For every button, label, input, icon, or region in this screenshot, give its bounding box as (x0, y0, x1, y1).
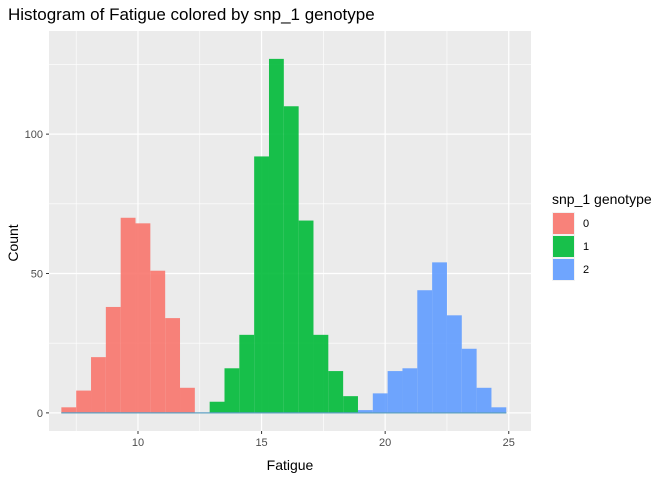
y-tick-label: 0 (37, 408, 43, 420)
y-axis: 0 50 100 (25, 129, 49, 420)
x-tick-label: 10 (132, 437, 144, 449)
histogram-bar-genotype-2 (417, 290, 433, 413)
legend-swatch-2 (553, 259, 574, 280)
histogram-bar-genotype-0 (76, 390, 92, 413)
histogram-bar-genotype-1 (283, 106, 299, 413)
histogram-bar-genotype-0 (150, 270, 166, 413)
histogram-bar-genotype-0 (135, 223, 151, 413)
y-axis-label: Count (5, 224, 21, 261)
histogram-bar-genotype-1 (254, 156, 269, 413)
histogram-bar-genotype-0 (180, 387, 195, 413)
legend-swatch-0 (553, 213, 574, 234)
histogram-bar-genotype-0 (91, 357, 106, 413)
histogram-bar-genotype-0 (105, 306, 121, 413)
histogram-bar-genotype-1 (343, 396, 358, 413)
chart-title: Histogram of Fatigue colored by snp_1 ge… (8, 5, 375, 24)
histogram-bar-genotype-1 (224, 368, 240, 413)
histogram-bar-genotype-2 (476, 387, 492, 413)
histogram-bar-genotype-2 (372, 393, 388, 413)
x-tick-label: 25 (503, 437, 515, 449)
histogram-bar-genotype-0 (165, 318, 181, 413)
x-tick-label: 15 (255, 437, 267, 449)
legend-swatch-1 (553, 236, 574, 257)
legend-label-2: 2 (583, 264, 589, 276)
legend-label-1: 1 (583, 241, 589, 253)
x-axis-label: Fatigue (267, 457, 314, 473)
histogram-bar-genotype-2 (357, 410, 373, 413)
legend: 0 1 2 (552, 212, 589, 281)
histogram-bar-genotype-1 (268, 58, 284, 413)
histogram-bar-genotype-2 (446, 315, 462, 413)
legend-title: snp_1 genotype (552, 191, 652, 207)
x-tick-label: 20 (379, 437, 391, 449)
histogram-bar-genotype-2 (387, 371, 403, 413)
bars (61, 58, 507, 414)
histogram-bar-genotype-2 (402, 368, 418, 413)
histogram-bar-genotype-2 (432, 262, 447, 413)
x-axis: 10 15 20 25 (132, 431, 515, 449)
histogram-bar-genotype-1 (209, 401, 225, 413)
histogram-bar-genotype-1 (298, 220, 314, 413)
histogram-bar-genotype-2 (461, 348, 477, 413)
histogram-bar-genotype-1 (328, 371, 344, 413)
y-tick-label: 50 (31, 269, 43, 281)
histogram-bar-genotype-2 (491, 407, 507, 413)
y-tick-label: 100 (25, 129, 43, 141)
histogram-bar-genotype-0 (120, 217, 136, 413)
histogram-bar-genotype-1 (313, 334, 329, 413)
histogram-bar-genotype-1 (239, 334, 255, 413)
legend-label-0: 0 (583, 218, 589, 230)
histogram-bar-genotype-0 (61, 407, 77, 413)
